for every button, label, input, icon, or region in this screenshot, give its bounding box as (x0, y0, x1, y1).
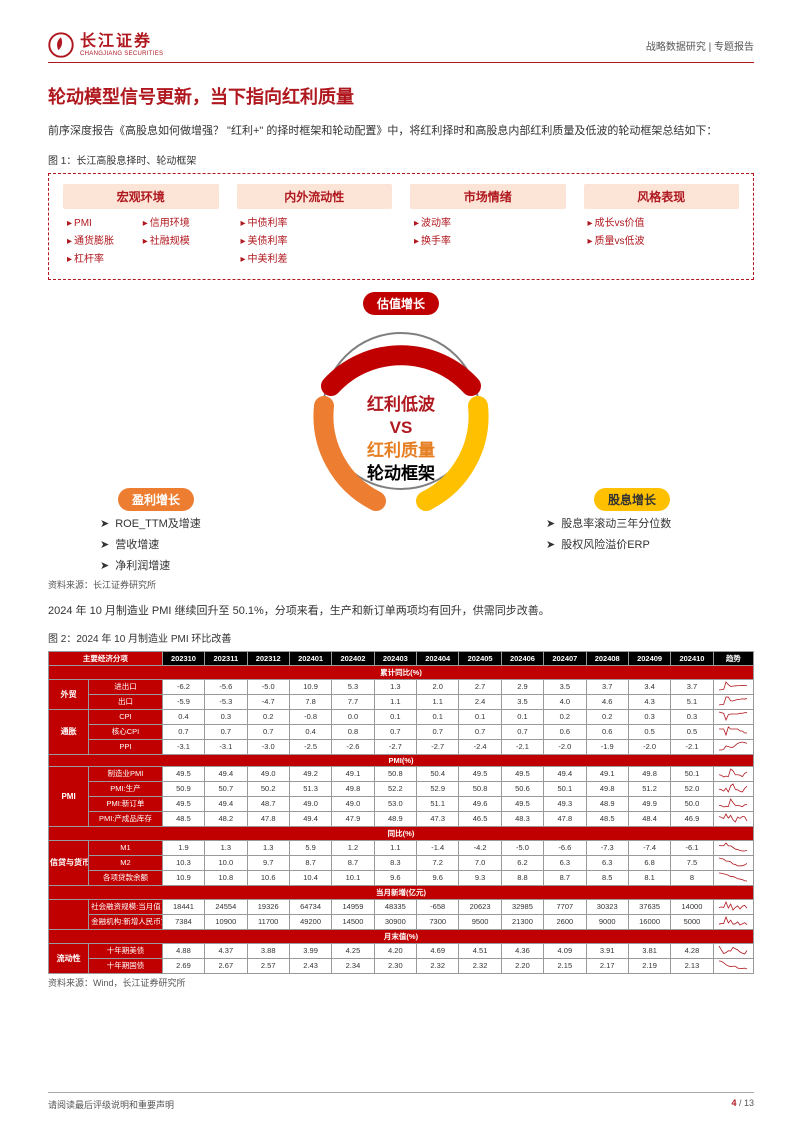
fw-item: ▸杠杆率 (67, 251, 143, 269)
fw-item: ▸成长vs价值 (588, 215, 740, 233)
logo-en: CHANGJIANG SECURITIES (80, 51, 163, 58)
circle-center-text: 红利低波 VS 红利质量 轮动框架 (367, 394, 435, 486)
fig2-caption: 图 2：2024 年 10 月制造业 PMI 环比改善 (48, 630, 754, 645)
econ-table: 主要经济分项2023102023112023122024012024022024… (48, 651, 754, 974)
profit-bullets: ➤ROE_TTM及增速➤营收增速➤净利润增速 (100, 514, 260, 577)
pill-valuation: 估值增长 (363, 292, 439, 315)
bullet-item: ➤营收增速 (100, 535, 260, 556)
fw-head: 内外流动性 (237, 184, 393, 209)
fw-item: ▸信用环境 (143, 215, 219, 233)
fw-item: ▸美债利率 (241, 233, 393, 251)
fw-item: ▸换手率 (414, 233, 566, 251)
fw-item: ▸质量vs低波 (588, 233, 740, 251)
header-right: 战略数据研究 | 专题报告 (646, 38, 754, 53)
fw-item: ▸社融规模 (143, 233, 219, 251)
footer: 请阅读最后评级说明和重要声明 4 / 13 (48, 1092, 754, 1111)
framework-box: 宏观环境 ▸PMI▸信用环境▸通货膨胀▸社融规模▸杠杆率 内外流动性 ▸中债利率▸美债… (48, 173, 754, 280)
bullet-item: ➤股息率滚动三年分位数 (546, 514, 716, 535)
pill-dividend: 股息增长 (594, 488, 670, 511)
fig1-caption: 图 1：长江高股息择时、轮动框架 (48, 152, 754, 167)
fw-head: 风格表现 (584, 184, 740, 209)
dividend-bullets: ➤股息率滚动三年分位数➤股权风险溢价ERP (546, 514, 716, 556)
page-number: 4 / 13 (731, 1098, 754, 1111)
fw-head: 宏观环境 (63, 184, 219, 209)
logo: 长江证券 CHANGJIANG SECURITIES (48, 32, 163, 58)
fw-head: 市场情绪 (410, 184, 566, 209)
pill-profit: 盈利增长 (118, 488, 194, 511)
rotation-diagram: 估值增长 盈利增长 股息增长 红利低波 VS 红利质量 轮动框架 ➤ROE_TT… (48, 286, 754, 576)
bullet-item: ➤ROE_TTM及增速 (100, 514, 260, 535)
section-title: 轮动模型信号更新，当下指向红利质量 (48, 83, 754, 109)
bullet-item: ➤净利润增速 (100, 556, 260, 577)
source2: 资料来源：Wind，长江证券研究所 (48, 976, 754, 989)
fw-item: ▸中债利率 (241, 215, 393, 233)
intro-text: 前序深度报告《高股息如何做增强？ "红利+" 的择时框架和轮动配置》中，将红利择… (48, 121, 754, 142)
fw-item (143, 251, 219, 269)
fw-item: ▸PMI (67, 215, 143, 233)
bullet-item: ➤股权风险溢价ERP (546, 535, 716, 556)
body-text-2: 2024 年 10 月制造业 PMI 继续回升至 50.1%，分项来看，生产和新… (48, 601, 754, 622)
fw-item: ▸中美利差 (241, 251, 393, 269)
footer-disclaimer: 请阅读最后评级说明和重要声明 (48, 1098, 174, 1111)
logo-icon (48, 32, 74, 58)
fw-item: ▸波动率 (414, 215, 566, 233)
logo-cn: 长江证券 (80, 33, 163, 51)
source1: 资料来源：长江证券研究所 (48, 578, 754, 591)
page-header: 长江证券 CHANGJIANG SECURITIES 战略数据研究 | 专题报告 (48, 32, 754, 63)
fw-item: ▸通货膨胀 (67, 233, 143, 251)
